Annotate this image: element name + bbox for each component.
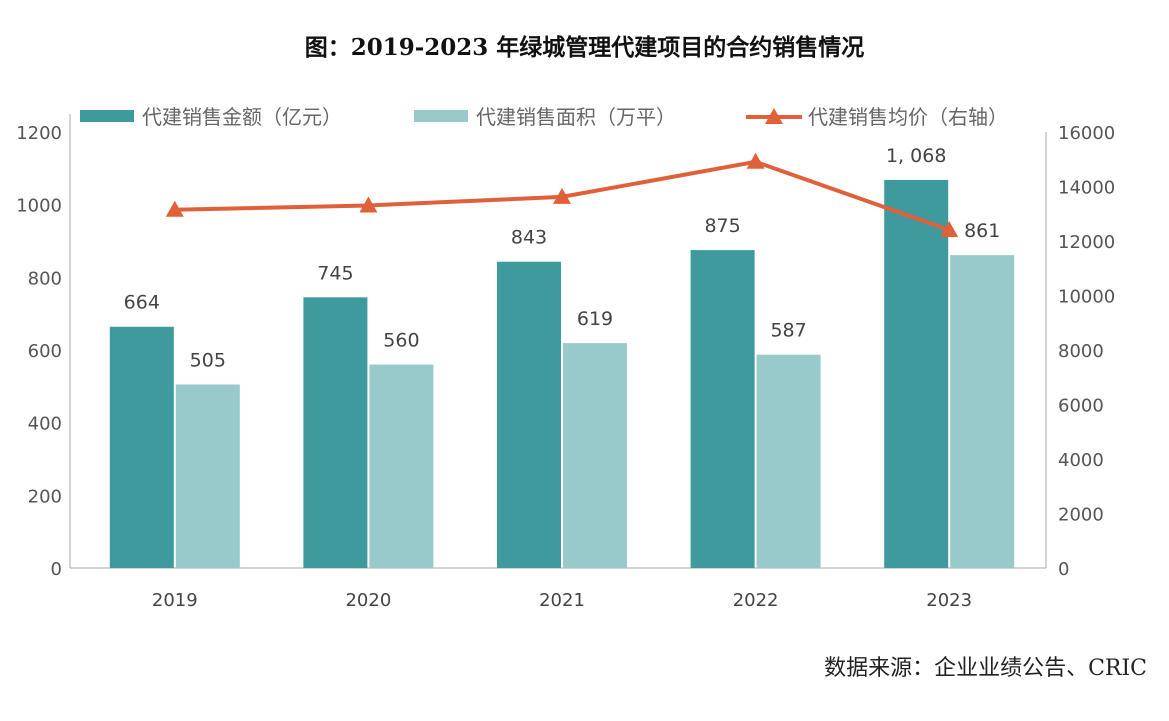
line-marker bbox=[165, 200, 184, 217]
legend-label: 代建销售均价（右轴） bbox=[808, 105, 1008, 129]
x-tick-label: 2019 bbox=[152, 590, 198, 611]
bar-amount bbox=[690, 250, 755, 569]
bar-area bbox=[563, 343, 627, 568]
bar-amount bbox=[884, 179, 949, 568]
legend-label: 代建销售面积（万平） bbox=[476, 105, 676, 129]
x-tick-label: 2021 bbox=[539, 590, 585, 611]
bar-amount bbox=[497, 261, 561, 568]
y2-tick-label: 0 bbox=[1058, 559, 1069, 580]
y-tick-label: 200 bbox=[28, 486, 62, 507]
y-tick-label: 1000 bbox=[16, 196, 62, 217]
bar-area bbox=[369, 364, 434, 568]
y-tick-label: 400 bbox=[28, 414, 62, 435]
data-label: 1, 068 bbox=[886, 145, 946, 167]
x-tick-label: 2022 bbox=[733, 590, 779, 611]
y2-tick-label: 2000 bbox=[1058, 505, 1104, 526]
data-label: 664 bbox=[124, 292, 160, 314]
y2-tick-label: 10000 bbox=[1058, 287, 1115, 308]
y2-tick-label: 16000 bbox=[1058, 123, 1115, 144]
bar-amount bbox=[303, 297, 368, 568]
y2-tick-label: 14000 bbox=[1058, 178, 1115, 199]
y-tick-label: 1200 bbox=[16, 123, 62, 144]
legend-label: 代建销售金额（亿元） bbox=[142, 105, 342, 129]
y2-tick-label: 12000 bbox=[1058, 232, 1115, 253]
bar-area bbox=[175, 384, 240, 568]
x-tick-label: 2023 bbox=[926, 590, 972, 611]
legend-swatch bbox=[414, 110, 468, 122]
data-label: 745 bbox=[317, 262, 353, 284]
y2-tick-label: 8000 bbox=[1058, 341, 1104, 362]
data-label: 861 bbox=[964, 220, 1000, 242]
data-label: 875 bbox=[704, 215, 740, 237]
line-marker bbox=[940, 220, 959, 237]
bar-area bbox=[950, 255, 1015, 569]
bar-amount bbox=[109, 326, 174, 568]
line-marker bbox=[746, 152, 765, 169]
x-tick-label: 2020 bbox=[345, 590, 391, 611]
legend-marker bbox=[765, 108, 783, 124]
line-marker bbox=[359, 196, 378, 213]
data-label: 619 bbox=[577, 308, 613, 330]
bar-area bbox=[756, 354, 821, 568]
y-tick-label: 800 bbox=[28, 268, 62, 289]
y2-tick-label: 6000 bbox=[1058, 396, 1104, 417]
y-tick-label: 600 bbox=[28, 341, 62, 362]
y2-tick-label: 4000 bbox=[1058, 450, 1104, 471]
data-label: 843 bbox=[511, 227, 547, 249]
line-marker bbox=[553, 187, 571, 204]
y-tick-label: 0 bbox=[51, 559, 62, 580]
chart-title: 图：2019-2023 年绿城管理代建项目的合约销售情况 bbox=[304, 34, 865, 61]
data-label: 505 bbox=[190, 350, 226, 372]
data-label: 587 bbox=[770, 320, 806, 342]
data-label: 560 bbox=[383, 330, 419, 352]
legend-swatch bbox=[80, 110, 134, 122]
data-source: 数据来源：企业业绩公告、CRIC bbox=[824, 656, 1147, 681]
